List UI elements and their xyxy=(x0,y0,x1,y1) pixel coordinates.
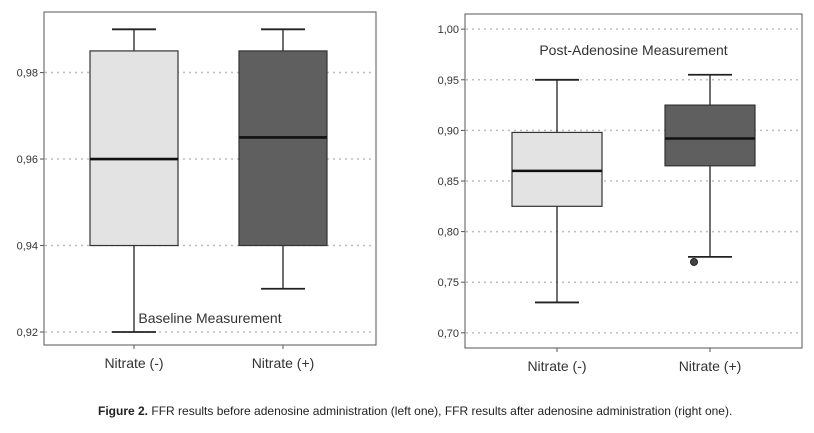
y-tick-label: 1,00 xyxy=(438,24,459,36)
chart-title: Post-Adenosine Measurement xyxy=(539,42,727,58)
figure: 0,92 0,94 0,96 0,98 Nitrate (-) Nitrate (+) Ba… xyxy=(0,0,814,400)
iqr-box xyxy=(665,105,755,166)
outlier-point xyxy=(691,258,698,265)
y-tick-label: 0,98 xyxy=(17,68,38,80)
y-tick-label: 0,75 xyxy=(438,277,459,289)
y-tick-label: 0,95 xyxy=(438,75,459,87)
y-tick-label: 0,70 xyxy=(438,328,459,340)
category-label: Nitrate (+) xyxy=(252,355,315,371)
category-label: Nitrate (+) xyxy=(679,358,742,374)
y-tick-label: 0,90 xyxy=(438,125,459,137)
category-label: Nitrate (-) xyxy=(527,358,586,374)
y-tick-label: 0,92 xyxy=(17,327,38,339)
category-label: Nitrate (-) xyxy=(104,355,163,371)
baseline-chart: 0,92 0,94 0,96 0,98 Nitrate (-) Nitrate (+) Ba… xyxy=(17,12,376,371)
y-tick-label: 0,94 xyxy=(17,241,38,253)
caption-label: Figure 2. xyxy=(98,404,148,418)
y-tick-label: 0,96 xyxy=(17,154,38,166)
iqr-box xyxy=(512,132,602,206)
figure-caption: Figure 2. FFR results before adenosine a… xyxy=(98,404,798,418)
iqr-box xyxy=(90,51,178,246)
post-adenosine-chart: 0,70 0,75 0,80 0,85 0,90 0,95 1,00 Nitrate (-) N… xyxy=(438,14,802,374)
caption-text: FFR results before adenosine administrat… xyxy=(151,404,732,418)
y-tick-label: 0,85 xyxy=(438,176,459,188)
chart-title: Baseline Measurement xyxy=(138,310,281,326)
iqr-box xyxy=(239,51,327,246)
y-tick-label: 0,80 xyxy=(438,227,459,239)
